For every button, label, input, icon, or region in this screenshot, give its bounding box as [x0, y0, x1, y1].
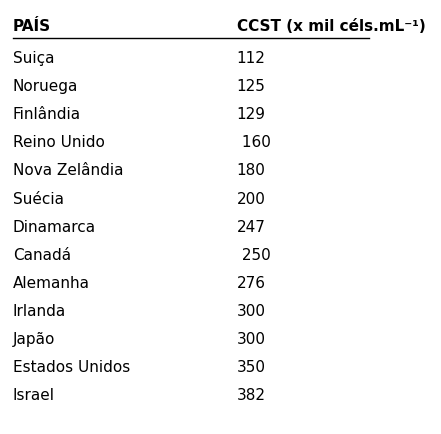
Text: 300: 300 [236, 303, 265, 318]
Text: Reino Unido: Reino Unido [13, 135, 105, 150]
Text: 250: 250 [236, 247, 270, 262]
Text: 200: 200 [236, 191, 265, 206]
Text: Estados Unidos: Estados Unidos [13, 359, 130, 374]
Text: Japão: Japão [13, 331, 55, 346]
Text: Alemanha: Alemanha [13, 275, 90, 290]
Text: 350: 350 [236, 359, 265, 374]
Text: Suiça: Suiça [13, 51, 54, 66]
Text: 276: 276 [236, 275, 265, 290]
Text: 160: 160 [236, 135, 270, 150]
Text: Nova Zelândia: Nova Zelândia [13, 163, 123, 178]
Text: 247: 247 [236, 219, 265, 234]
Text: 180: 180 [236, 163, 265, 178]
Text: 125: 125 [236, 79, 265, 94]
Text: Noruega: Noruega [13, 79, 78, 94]
Text: 129: 129 [236, 107, 265, 122]
Text: Irlanda: Irlanda [13, 303, 66, 318]
Text: Israel: Israel [13, 387, 55, 402]
Text: Suécia: Suécia [13, 191, 64, 206]
Text: PAÍS: PAÍS [13, 19, 51, 33]
Text: CCST (x mil céls.mL⁻¹): CCST (x mil céls.mL⁻¹) [236, 19, 425, 33]
Text: 300: 300 [236, 331, 265, 346]
Text: Canadá: Canadá [13, 247, 71, 262]
Text: 382: 382 [236, 387, 265, 402]
Text: 112: 112 [236, 51, 265, 66]
Text: Dinamarca: Dinamarca [13, 219, 96, 234]
Text: Finlândia: Finlândia [13, 107, 81, 122]
